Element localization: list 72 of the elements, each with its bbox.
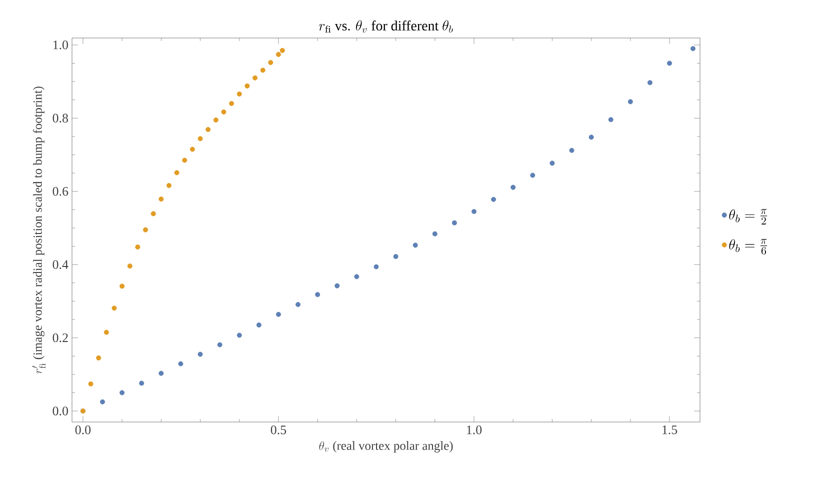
point [143, 227, 148, 232]
point [158, 196, 164, 202]
y-tick-label: 1.0 [53, 40, 68, 50]
x-tick-label: 1.5 [662, 426, 678, 434]
legend-label: $\theta_b = \frac{\pi}{6}$ [729, 238, 768, 255]
point [276, 52, 281, 57]
point [608, 117, 614, 122]
point [158, 370, 164, 376]
point [690, 46, 696, 52]
point [229, 101, 234, 106]
point [588, 134, 594, 140]
point [236, 92, 242, 97]
point [139, 380, 144, 386]
point [182, 158, 188, 163]
point [120, 390, 125, 396]
point [530, 172, 536, 178]
point [256, 322, 262, 328]
x-tick-label: 0.0 [75, 426, 91, 434]
point [334, 283, 340, 288]
point [276, 312, 281, 317]
point [550, 160, 555, 166]
point [280, 48, 285, 53]
point [96, 355, 102, 360]
y-tick-label: 0.4 [52, 260, 68, 269]
point [88, 381, 94, 386]
point [206, 127, 211, 132]
point [244, 83, 250, 88]
y-tick-label: 0.8 [52, 114, 68, 123]
point [150, 211, 156, 216]
point [628, 99, 633, 104]
point [491, 196, 496, 202]
point [393, 254, 398, 260]
point [166, 183, 172, 188]
point [213, 117, 218, 122]
point [252, 75, 258, 80]
point [315, 292, 320, 298]
point [667, 60, 672, 66]
point [104, 330, 109, 335]
point [569, 148, 574, 153]
point [260, 68, 266, 73]
point [217, 342, 222, 348]
point [268, 60, 274, 66]
point [135, 244, 140, 250]
point [510, 184, 516, 190]
y-tick-label: 0.6 [52, 186, 68, 196]
point [412, 242, 418, 248]
point [221, 109, 226, 114]
point [127, 264, 132, 269]
point [178, 361, 184, 366]
point [236, 332, 242, 338]
point [452, 220, 457, 226]
point [190, 146, 195, 152]
point [432, 231, 438, 236]
point [198, 136, 203, 142]
chart-title: $r_{\mathrm{fi}}\textrm{ vs. }\theta_v\textrm{ for different }\theta_b$ [318, 20, 453, 33]
x-axis-title: $\theta_v\textrm{ (real vortex polar angle)}$ [319, 441, 453, 452]
x-tick-label: 0.5 [270, 426, 286, 434]
point [120, 284, 125, 289]
point [174, 170, 180, 176]
point [647, 80, 652, 86]
point [112, 306, 117, 311]
point [198, 352, 203, 357]
x-tick-label: 1.0 [467, 426, 482, 434]
point [100, 399, 105, 404]
y-tick-label: 0.0 [52, 406, 68, 416]
point [296, 302, 301, 307]
y-axis-title: $r_{\mathrm{fi}}'\textrm{ (image vortex radial position scaled to bump footprint)}$ [32, 86, 46, 374]
y-tick-label: 0.2 [52, 333, 68, 342]
legend-label: $\theta_b = \frac{\pi}{2}$ [729, 209, 768, 224]
point [471, 209, 476, 214]
point [374, 264, 379, 270]
point [354, 274, 360, 280]
